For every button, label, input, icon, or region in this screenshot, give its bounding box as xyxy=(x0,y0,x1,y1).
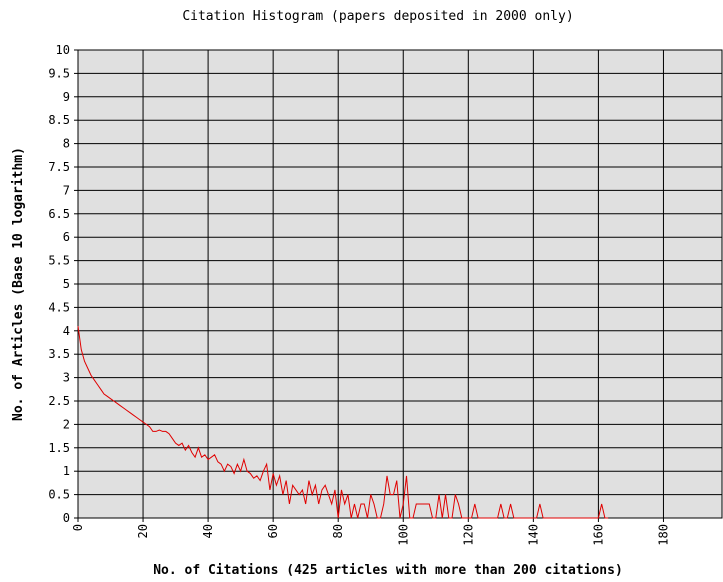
y-tick-label: 3.5 xyxy=(48,347,70,361)
y-tick-label: 9 xyxy=(63,90,70,104)
y-tick-label: 9.5 xyxy=(48,66,70,80)
y-tick-label: 2 xyxy=(63,417,70,431)
y-tick-label: 1 xyxy=(63,464,70,478)
y-tick-label: 8 xyxy=(63,137,70,151)
x-tick-label: 140 xyxy=(526,524,540,546)
y-tick-label: 0.5 xyxy=(48,488,70,502)
y-axis-label: No. of Articles (Base 10 logarithm) xyxy=(11,147,26,421)
x-tick-label: 40 xyxy=(201,524,215,538)
y-tick-label: 7 xyxy=(63,183,70,197)
y-tick-label: 4 xyxy=(63,324,70,338)
y-tick-label: 4.5 xyxy=(48,300,70,314)
chart-title: Citation Histogram (papers deposited in … xyxy=(182,9,573,24)
data-line xyxy=(77,326,609,519)
y-tick-label: 3 xyxy=(63,371,70,385)
y-tick-label: 1.5 xyxy=(48,441,70,455)
y-tick-label: 5 xyxy=(63,277,70,291)
y-tick-label: 2.5 xyxy=(48,394,70,408)
x-tick-label: 60 xyxy=(266,524,280,538)
x-tick-label: 180 xyxy=(656,524,670,546)
x-tick-label: 100 xyxy=(396,524,410,546)
x-tick-label: 20 xyxy=(136,524,150,538)
x-tick-label: 80 xyxy=(331,524,345,538)
y-tick-label: 8.5 xyxy=(48,113,70,127)
x-tick-label: 0 xyxy=(71,524,85,531)
y-tick-label: 0 xyxy=(63,511,70,525)
y-tick-label: 5.5 xyxy=(48,254,70,268)
x-tick-label: 160 xyxy=(591,524,605,546)
y-tick-label: 10 xyxy=(56,43,70,57)
y-tick-label: 6.5 xyxy=(48,207,70,221)
y-tick-label: 6 xyxy=(63,230,70,244)
x-tick-label: 120 xyxy=(461,524,475,546)
y-tick-label: 7.5 xyxy=(48,160,70,174)
x-axis-label: No. of Citations (425 articles with more… xyxy=(153,563,623,578)
